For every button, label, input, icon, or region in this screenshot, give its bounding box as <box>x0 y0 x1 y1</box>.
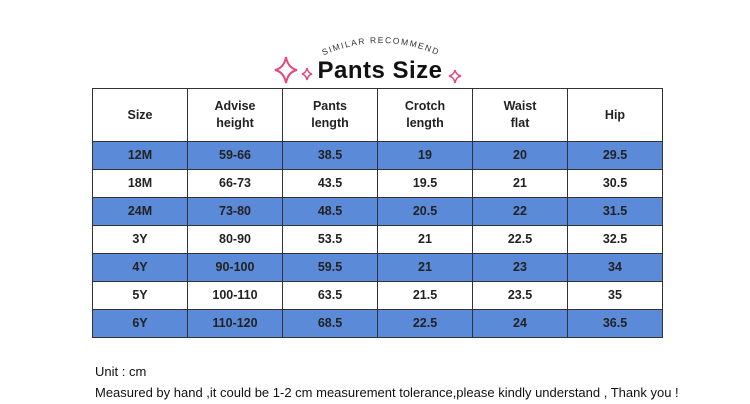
table-cell: 19 <box>377 141 473 170</box>
sparkle <box>448 69 462 84</box>
table-cell: 22 <box>472 197 568 226</box>
table-cell: 32.5 <box>567 225 663 254</box>
table-cell: 19.5 <box>377 169 473 198</box>
kicker-text: SIMILAR RECOMMEND <box>320 35 440 57</box>
table-cell: 20 <box>472 141 568 170</box>
table-cell: 4Y <box>92 253 188 282</box>
title: Pants Size <box>317 57 443 84</box>
kicker: SIMILAR RECOMMEND <box>320 35 441 57</box>
table-cell: 100-110 <box>187 281 283 310</box>
sparkle <box>301 67 313 81</box>
table-cell: 48.5 <box>282 197 378 226</box>
table-cell: 110-120 <box>187 309 283 338</box>
table-cell: 24M <box>92 197 188 226</box>
table-row: 3Y 80-90 53.5 21 22.5 32.5 <box>92 225 663 254</box>
table-cell: 68.5 <box>282 309 378 338</box>
table-cell: 53.5 <box>282 225 378 254</box>
table-cell: 59-66 <box>187 141 283 170</box>
column-header: Crotch length <box>377 88 473 142</box>
table-body: 12M 59-66 38.5 19 20 29.5 18M 66-73 43.5 19.5 21 30… <box>92 141 663 338</box>
table-cell: 23 <box>472 253 568 282</box>
table-row: 24M 73-80 48.5 20.5 22 31.5 <box>92 197 663 226</box>
table-cell: 66-73 <box>187 169 283 198</box>
header-row: Size Advise height Pants length Crotch leng… <box>92 88 663 142</box>
table-cell: 5Y <box>92 281 188 310</box>
table-cell: 63.5 <box>282 281 378 310</box>
table-cell: 18M <box>92 169 188 198</box>
table-cell: 24 <box>472 309 568 338</box>
table-row: 6Y 110-120 68.5 22.5 24 36.5 <box>92 309 663 338</box>
table-cell: 23.5 <box>472 281 568 310</box>
column-header: Waist flat <box>472 88 568 142</box>
table-cell: 21 <box>472 169 568 198</box>
table-cell: 34 <box>567 253 663 282</box>
table-head: Size Advise height Pants length Crotch leng… <box>92 88 663 142</box>
table-cell: 35 <box>567 281 663 310</box>
column-header: Advise height <box>187 88 283 142</box>
column-header: Hip <box>567 88 663 142</box>
table-cell: 22.5 <box>377 309 473 338</box>
table-cell: 3Y <box>92 225 188 254</box>
table-cell: 20.5 <box>377 197 473 226</box>
table-cell: 73-80 <box>187 197 283 226</box>
column-header: Size <box>92 88 188 142</box>
table-cell: 36.5 <box>567 309 663 338</box>
table-row: 12M 59-66 38.5 19 20 29.5 <box>92 141 663 170</box>
table-cell: 90-100 <box>187 253 283 282</box>
table-cell: 12M <box>92 141 188 170</box>
column-header: Pants length <box>282 88 378 142</box>
unit-note: Unit : cm <box>95 364 147 379</box>
table-cell: 43.5 <box>282 169 378 198</box>
table-cell: 21 <box>377 253 473 282</box>
table-cell: 59.5 <box>282 253 378 282</box>
table-cell: 22.5 <box>472 225 568 254</box>
sparkle <box>274 56 298 84</box>
table-row: 5Y 100-110 63.5 21.5 23.5 35 <box>92 281 663 310</box>
table-cell: 6Y <box>92 309 188 338</box>
table-cell: 21.5 <box>377 281 473 310</box>
table-cell: 29.5 <box>567 141 663 170</box>
table-cell: 31.5 <box>567 197 663 226</box>
size-table: Size Advise height Pants length Crotch leng… <box>92 88 663 338</box>
table-row: 18M 66-73 43.5 19.5 21 30.5 <box>92 169 663 198</box>
disclaimer: Measured by hand ,it could be 1-2 cm mea… <box>95 385 679 400</box>
table-cell: 30.5 <box>567 169 663 198</box>
table-cell: 21 <box>377 225 473 254</box>
table-cell: 38.5 <box>282 141 378 170</box>
table-row: 4Y 90-100 59.5 21 23 34 <box>92 253 663 282</box>
decoration: SIMILAR RECOMMEND <box>274 35 462 84</box>
table-cell: 80-90 <box>187 225 283 254</box>
